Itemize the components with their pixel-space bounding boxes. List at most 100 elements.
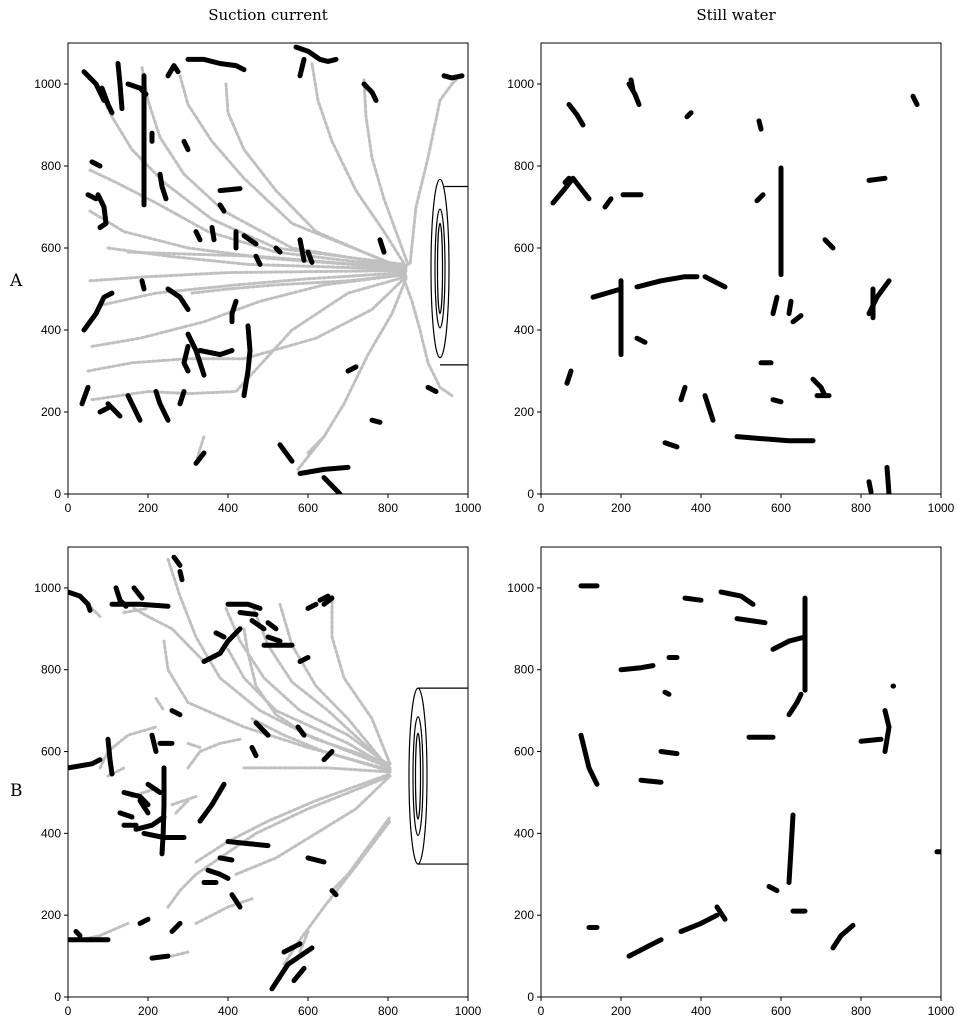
particle-track — [618, 663, 656, 673]
pipe-innermost-ring — [414, 732, 422, 820]
suction-path — [154, 696, 166, 713]
particle-track — [566, 102, 586, 128]
row-label-a: A — [9, 271, 23, 291]
particle-track — [626, 937, 664, 959]
y-tick-label: 400 — [41, 323, 61, 337]
suction-path — [170, 795, 198, 807]
x-tick-label: 200 — [611, 1004, 631, 1018]
suction-path — [122, 606, 150, 614]
particle-track — [193, 450, 207, 466]
particle-track — [297, 237, 307, 263]
particle-track — [293, 44, 339, 64]
particle-track — [305, 855, 327, 865]
suction-path — [250, 602, 392, 770]
particle-track — [810, 376, 828, 399]
particle-track — [702, 274, 728, 290]
x-tick-label: 1000 — [455, 1004, 482, 1018]
suction-path — [234, 774, 392, 876]
particle-track — [181, 343, 191, 374]
suction-path — [298, 930, 310, 954]
y-tick-label: 0 — [54, 487, 61, 501]
plot-frame — [67, 546, 469, 998]
particle-track — [79, 384, 91, 407]
suction-path — [278, 602, 392, 772]
particle-track — [169, 920, 183, 934]
particle-track — [217, 202, 227, 214]
suction-path — [90, 275, 408, 402]
particle-track — [185, 331, 207, 378]
particle-track — [321, 475, 343, 494]
particle-track — [181, 138, 191, 153]
particle-track — [125, 81, 149, 97]
suction-path — [194, 897, 254, 925]
suction-path — [126, 250, 408, 270]
x-tick-label: 800 — [378, 1004, 398, 1018]
particle-track — [177, 389, 187, 407]
x-tick-label: 400 — [691, 1004, 711, 1018]
suction-pipe — [430, 178, 468, 366]
x-tick-label: 400 — [691, 501, 711, 515]
particle-track — [638, 777, 664, 785]
plot-area — [68, 554, 392, 992]
particle-track — [702, 393, 716, 423]
particle-track — [165, 286, 191, 312]
suction-path — [194, 772, 392, 864]
y-tick-label: 0 — [527, 990, 534, 1004]
particle-track — [265, 634, 283, 644]
y-tick-label: 1000 — [507, 581, 534, 595]
particle-track — [105, 736, 115, 777]
particle-track — [269, 945, 315, 992]
particle-track — [295, 724, 307, 738]
x-tick-label: 200 — [611, 501, 631, 515]
suction-path — [296, 435, 326, 471]
particle-track — [253, 720, 271, 738]
particle-track — [241, 233, 259, 247]
particle-track — [602, 196, 614, 210]
particle-track — [590, 286, 624, 300]
column-title-suction: Suction current — [208, 6, 328, 24]
particle-track — [225, 839, 271, 849]
plot-area — [578, 583, 941, 959]
particle-track — [141, 830, 187, 840]
suction-path — [166, 774, 392, 909]
particle-track — [770, 634, 808, 652]
plot-frame — [67, 42, 469, 495]
y-tick-label: 800 — [514, 159, 534, 173]
particle-track — [297, 655, 311, 664]
y-tick-label: 200 — [41, 908, 61, 922]
x-tick-label: 1000 — [928, 1004, 955, 1018]
particle-track — [95, 192, 109, 230]
x-tick-label: 0 — [538, 501, 545, 515]
particle-track — [305, 249, 315, 265]
particle-track — [756, 118, 764, 132]
y-tick-label: 400 — [41, 826, 61, 840]
particle-track — [217, 855, 235, 863]
particle-track — [115, 61, 125, 112]
particle-track — [253, 253, 263, 267]
particle-track — [277, 442, 295, 464]
suction-path — [362, 78, 410, 266]
y-tick-label: 1000 — [507, 77, 534, 91]
particle-track — [866, 175, 888, 183]
particle-track — [628, 77, 636, 93]
particle-track — [297, 464, 351, 476]
plot-area — [550, 77, 920, 494]
x-tick-label: 1000 — [455, 501, 482, 515]
particle-track — [217, 186, 243, 194]
suction-pipe — [408, 687, 468, 865]
particle-track — [734, 434, 816, 444]
suction-path — [310, 62, 408, 268]
x-tick-label: 200 — [138, 501, 158, 515]
particle-track — [137, 916, 151, 926]
particle-track — [678, 384, 688, 403]
particle-track — [131, 585, 145, 601]
y-tick-label: 600 — [41, 745, 61, 759]
particle-track — [297, 56, 307, 79]
particle-track — [714, 904, 728, 922]
particle-track — [317, 593, 331, 603]
suction-path — [132, 606, 206, 663]
y-tick-label: 1000 — [34, 77, 61, 91]
particle-track — [133, 814, 167, 832]
particle-track — [662, 440, 680, 450]
particle-track — [564, 368, 574, 386]
